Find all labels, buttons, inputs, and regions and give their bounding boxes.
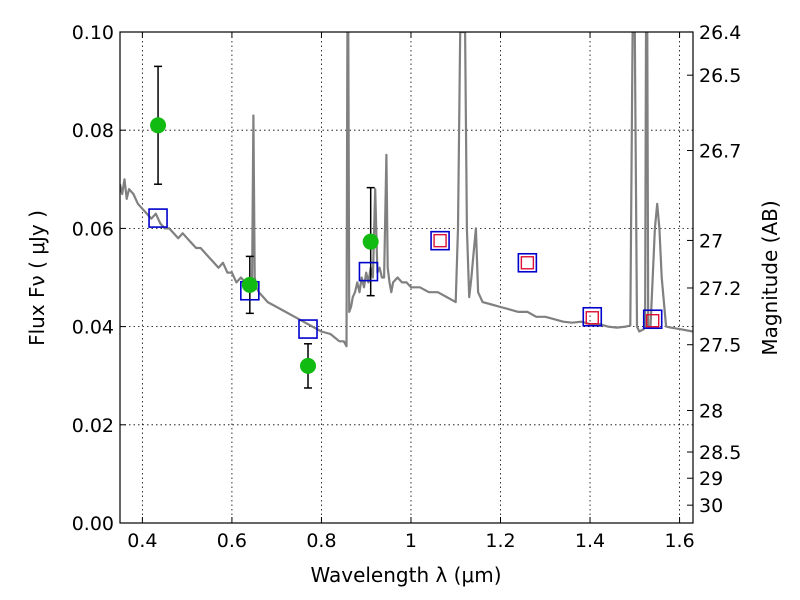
x-tick-label: 1 <box>405 530 417 552</box>
x-tick-label: 1.4 <box>575 530 605 552</box>
x-axis-label: Wavelength λ (μm) <box>310 563 501 587</box>
y-tick-label: 0.08 <box>72 120 114 142</box>
x-tick-label: 1.2 <box>485 530 515 552</box>
predicted-marker <box>646 314 660 328</box>
y2-axis-label: Magnitude (AB) <box>758 200 782 355</box>
y-tick-label: 0.02 <box>72 415 114 437</box>
model-spectrum-line <box>120 32 693 348</box>
observed-point <box>150 117 167 134</box>
mag-tick-label: 28.5 <box>699 442 741 464</box>
y-tick-label: 0.04 <box>72 317 114 339</box>
plot-area <box>120 32 693 389</box>
mag-tick-label: 27 <box>699 230 723 252</box>
y-tick-label: 0.00 <box>72 513 114 535</box>
model-band-marker <box>642 309 663 330</box>
model-band-marker <box>517 252 538 273</box>
model-band-marker <box>298 319 318 339</box>
y-tick-label: 0.10 <box>72 22 114 44</box>
y-tick-label: 0.06 <box>72 218 114 240</box>
model-band-marker <box>582 306 603 327</box>
x-tick-label: 1.6 <box>664 530 694 552</box>
mag-tick-label: 30 <box>699 495 723 517</box>
observed-point <box>300 357 317 374</box>
mag-tick-label: 26.7 <box>699 141 741 163</box>
model-band-marker <box>148 208 168 228</box>
mag-tick-label: 26.4 <box>699 22 741 44</box>
mag-tick-label: 27.5 <box>699 335 741 357</box>
model-band-marker <box>430 230 450 251</box>
grid <box>120 32 693 523</box>
axis-ticks: 0.4 0.6 0.8 1 1.2 1.4 1.6 0.00 0.02 0.04 0.06 0.08 0… <box>72 22 742 552</box>
mag-tick-label: 29 <box>699 468 723 490</box>
plot-frame <box>119 31 694 524</box>
predicted-marker <box>520 256 535 270</box>
mag-tick-label: 26.5 <box>699 65 741 87</box>
mag-tick-label: 27.2 <box>699 278 741 300</box>
observed-point <box>362 233 379 250</box>
y-axis-label: Flux Fν ( μJy ) <box>25 210 49 346</box>
model-band-marker <box>358 261 379 282</box>
x-tick-label: 0.4 <box>127 530 157 552</box>
predicted-marker <box>585 311 599 325</box>
x-tick-label: 0.8 <box>306 530 336 552</box>
x-tick-label: 0.6 <box>217 530 247 552</box>
mag-tick-label: 28 <box>699 401 723 423</box>
predicted-marker <box>433 233 447 248</box>
observed-point <box>241 276 258 293</box>
